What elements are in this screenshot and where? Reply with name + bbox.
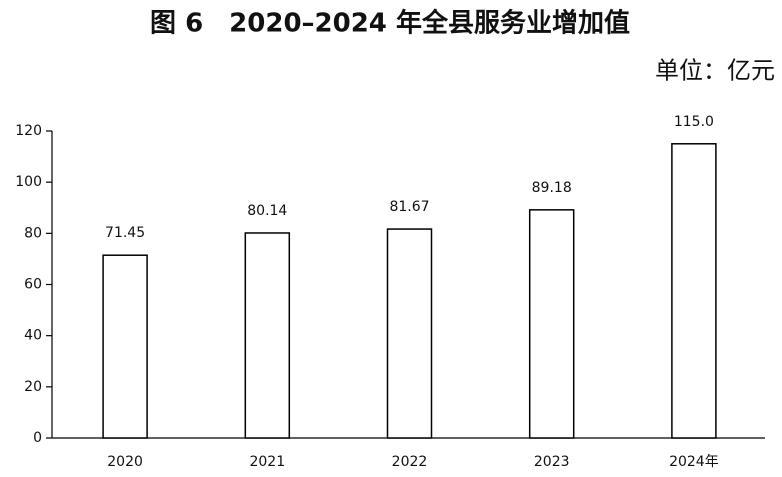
x-tick-label: 2024年 xyxy=(669,454,719,470)
value-label: 81.67 xyxy=(389,199,429,215)
bar xyxy=(102,254,148,439)
y-tick-label: 40 xyxy=(24,328,42,344)
y-tick-label: 100 xyxy=(15,174,42,190)
value-label: 115.0 xyxy=(674,114,714,130)
y-tick-label: 60 xyxy=(24,277,42,293)
bar xyxy=(528,209,575,439)
bar xyxy=(671,143,717,439)
value-label: 80.14 xyxy=(247,203,287,219)
value-label: 89.18 xyxy=(532,180,572,196)
bar xyxy=(386,228,433,439)
chart-subtitle: 单位：亿元 xyxy=(655,57,775,85)
chart-title: 图 6 2020–2024 年全县服务业增加值 xyxy=(150,8,630,39)
y-tick-label: 0 xyxy=(33,430,42,446)
bar xyxy=(244,232,291,439)
x-tick-label: 2020 xyxy=(107,454,143,470)
x-tick-label: 2023 xyxy=(534,454,570,470)
y-tick-label: 120 xyxy=(15,123,42,139)
x-tick-label: 2022 xyxy=(392,454,428,470)
value-label: 71.45 xyxy=(105,225,145,241)
y-tick-label: 20 xyxy=(24,379,42,395)
x-tick-label: 2021 xyxy=(249,454,285,470)
y-tick-label: 80 xyxy=(24,225,42,241)
